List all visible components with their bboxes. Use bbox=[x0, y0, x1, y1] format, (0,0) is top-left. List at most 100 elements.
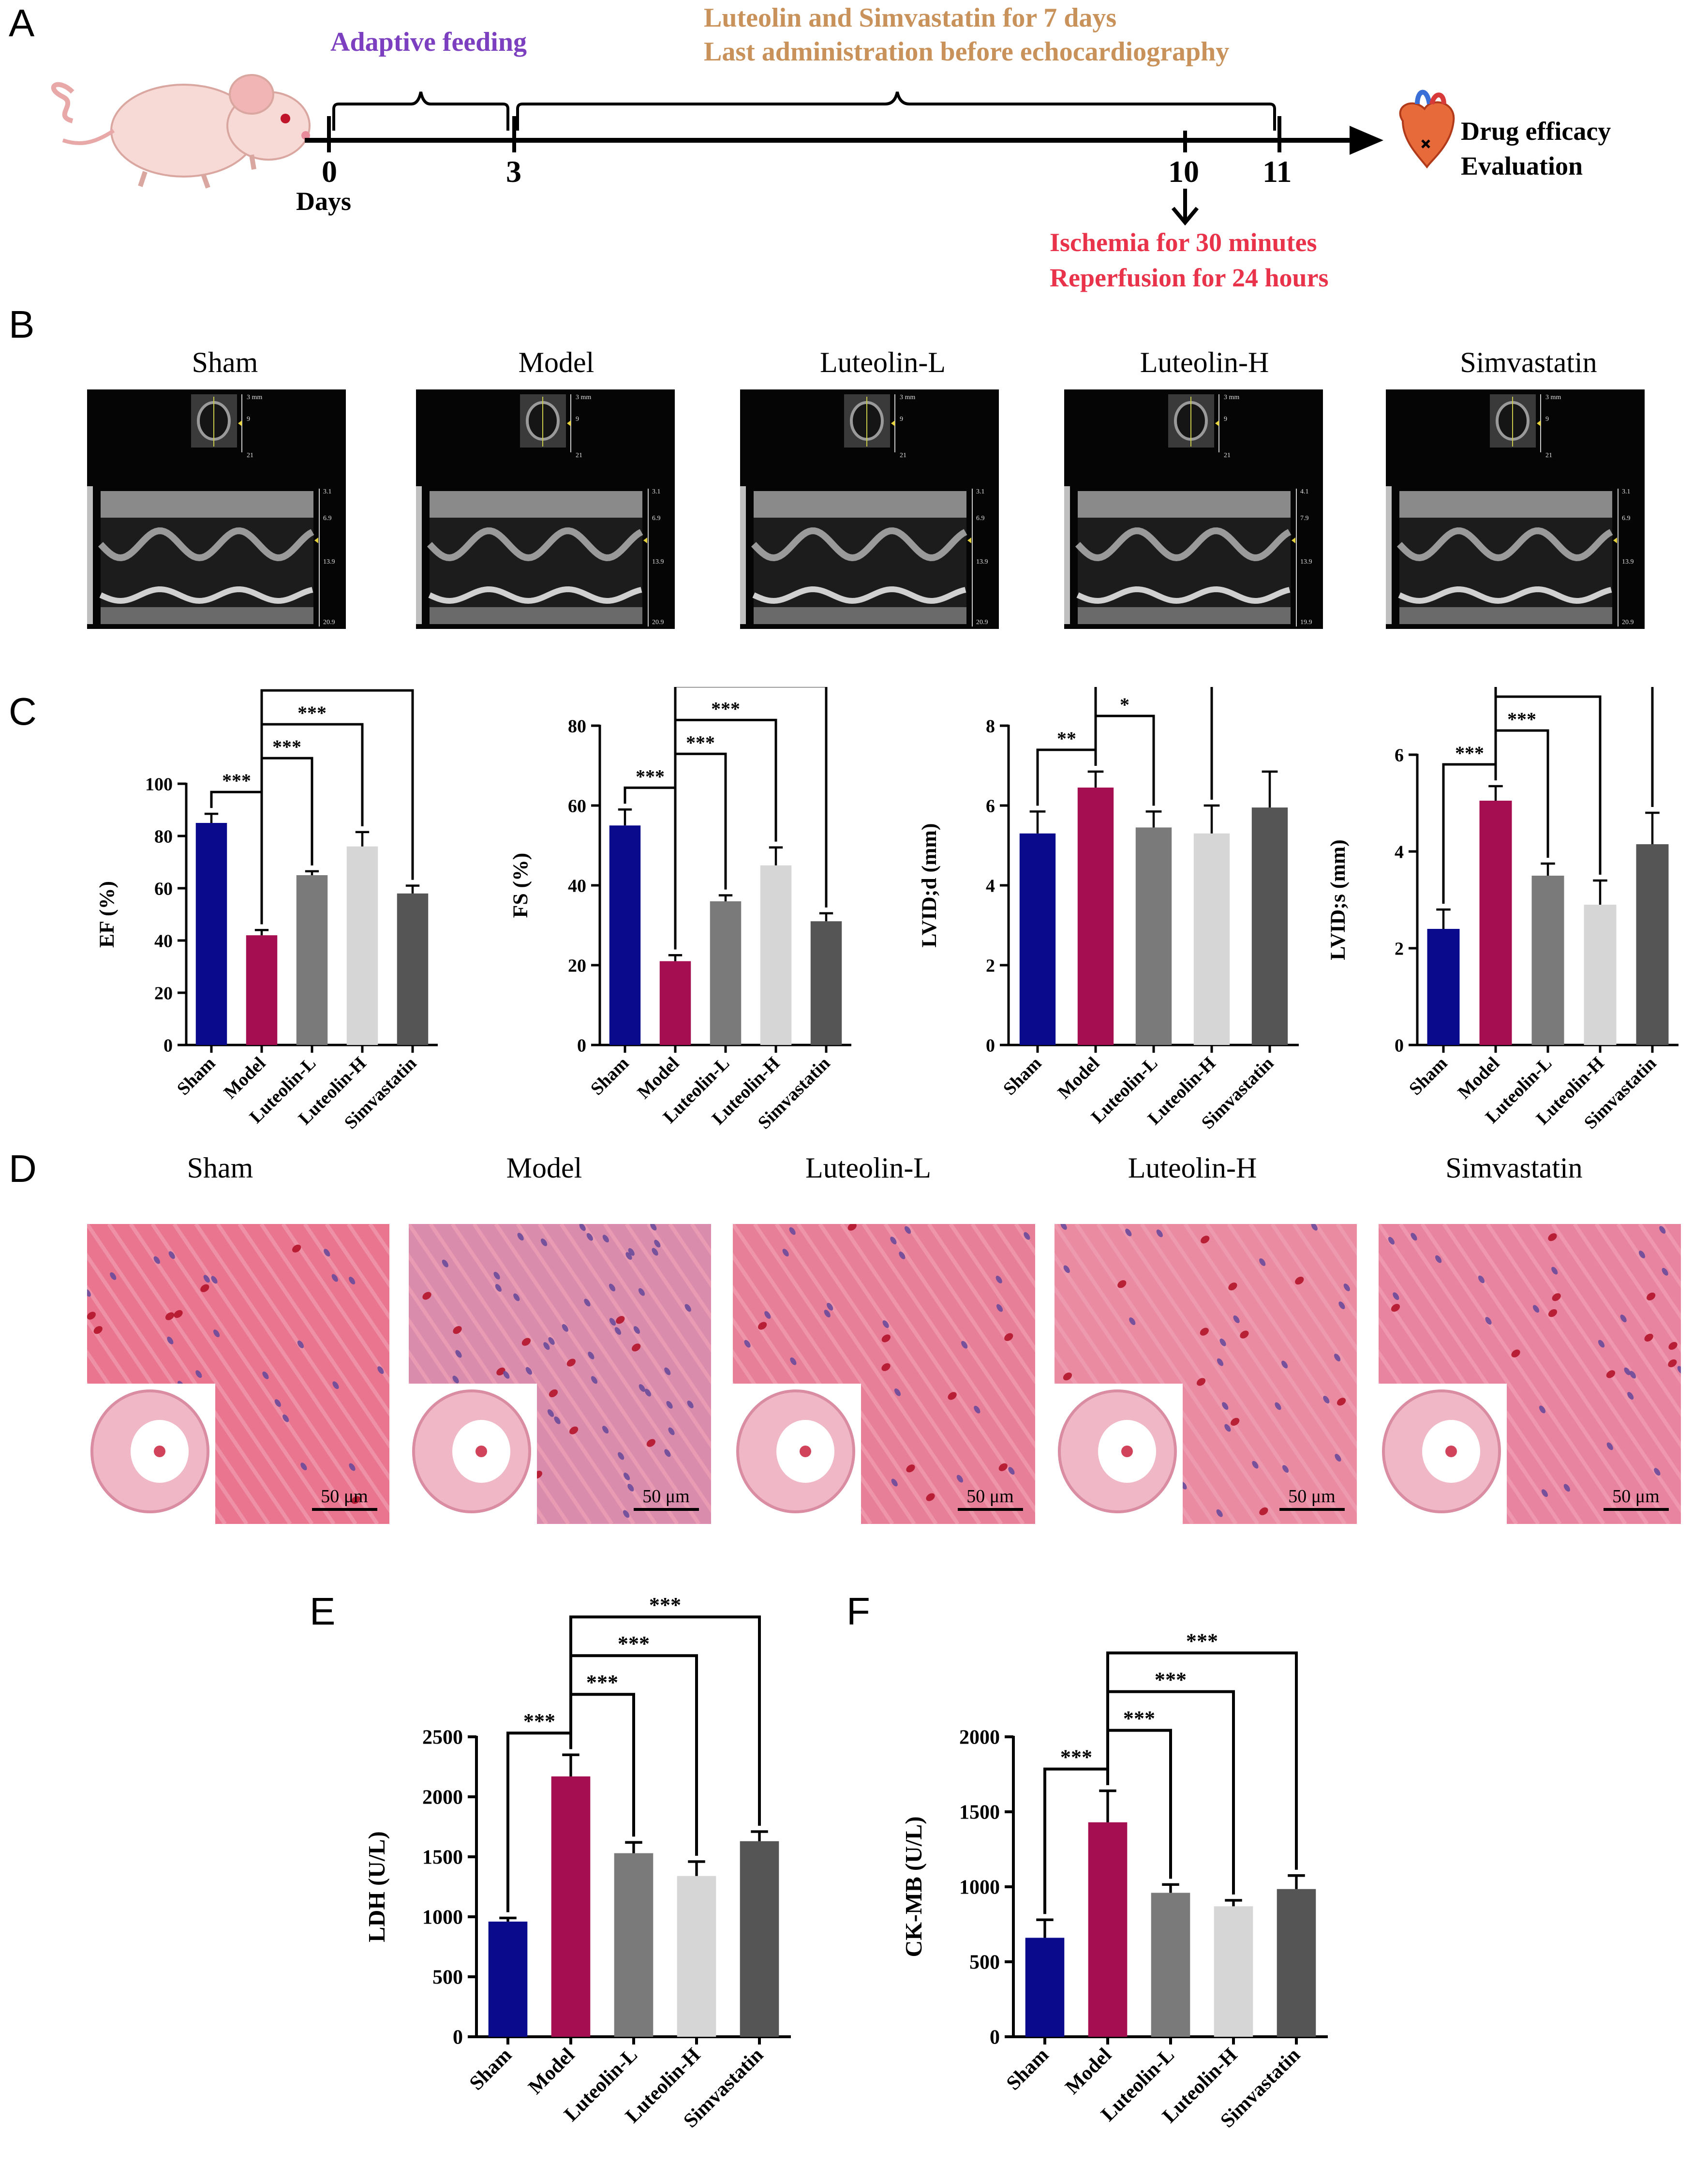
panel-label-d: D bbox=[9, 1147, 37, 1190]
days-label: Days bbox=[296, 187, 352, 216]
y-tick-label: 4 bbox=[1395, 842, 1404, 862]
y-axis-label: CK-MB (U/L) bbox=[901, 1816, 927, 1957]
significance-label: *** bbox=[618, 1632, 650, 1656]
echo-mmode-scale-3: 20.9 bbox=[1622, 619, 1634, 626]
y-tick-label: 0 bbox=[1395, 1035, 1404, 1056]
histology-panel: Sham Model Luteolin-L Luteolin-H Simvast… bbox=[0, 1151, 1708, 1538]
bar-luteolin-h bbox=[1584, 905, 1617, 1045]
echo-top-scale-2: 21 bbox=[1224, 452, 1231, 459]
echo-top-scale-2: 21 bbox=[576, 452, 582, 459]
phase1-label: Adaptive feeding bbox=[330, 27, 527, 57]
y-tick-label: 0 bbox=[990, 2027, 1000, 2049]
y-tick-label: 2 bbox=[986, 955, 995, 976]
histology-image-luteolin-h: 50 μm bbox=[1055, 1224, 1357, 1524]
echo-top-scale-0: 3 mm bbox=[1224, 394, 1239, 401]
significance-label: *** bbox=[711, 698, 740, 719]
echo-mmode-scale-3: 20.9 bbox=[323, 619, 335, 626]
bar-simvastatin bbox=[1277, 1889, 1316, 2037]
tick-label-0: 0 bbox=[322, 154, 337, 189]
echo-mmode-scale-0: 3.1 bbox=[323, 488, 332, 495]
significance-label: *** bbox=[1123, 1707, 1155, 1731]
bar-sham bbox=[609, 825, 641, 1045]
x-tick-label-model: Model bbox=[1061, 2044, 1116, 2099]
y-tick-label: 1500 bbox=[422, 1847, 463, 1869]
bar-luteolin-h bbox=[346, 846, 378, 1045]
echo-mmode-scale-1: 6.9 bbox=[1622, 515, 1631, 522]
y-tick-label: 1000 bbox=[422, 1907, 463, 1929]
echo-top-scale-2: 21 bbox=[247, 452, 253, 459]
tick-label-11: 11 bbox=[1262, 154, 1292, 189]
echo-mmode-scale-2: 13.9 bbox=[1622, 558, 1634, 566]
x-tick-label-sham: Sham bbox=[1405, 1053, 1451, 1099]
echo-mmode-scale-1: 7.9 bbox=[1300, 515, 1309, 522]
histology-image-luteolin-l: 50 μm bbox=[733, 1224, 1035, 1524]
y-tick-label: 2000 bbox=[959, 1727, 1000, 1749]
bar-model bbox=[1479, 801, 1512, 1045]
panel-label-a: A bbox=[9, 1, 35, 45]
bar-model bbox=[246, 935, 278, 1045]
y-tick-label: 80 bbox=[154, 826, 173, 847]
significance-bracket bbox=[674, 687, 828, 950]
echo-mmode-scale-0: 4.1 bbox=[1300, 488, 1309, 495]
y-tick-label: 500 bbox=[969, 1952, 1000, 1974]
panel-label-f: F bbox=[847, 1590, 870, 1633]
significance-label: *** bbox=[523, 1709, 555, 1733]
scale-bar-label: 50 μm bbox=[642, 1486, 689, 1507]
endpoint-label-line2: Evaluation bbox=[1461, 151, 1583, 180]
scale-bar-label: 50 μm bbox=[321, 1486, 368, 1507]
echo-title-model: Model bbox=[518, 346, 594, 378]
echo-mmode-scale-0: 3.1 bbox=[1622, 488, 1631, 495]
panel-label-e: E bbox=[310, 1590, 336, 1633]
significance-label: *** bbox=[323, 687, 352, 690]
significance-label: *** bbox=[586, 1671, 618, 1694]
echo-mmode-scale-0: 3.1 bbox=[976, 488, 985, 495]
scale-bar-label: 50 μm bbox=[966, 1486, 1013, 1507]
bar-model bbox=[1088, 1822, 1128, 2037]
y-tick-label: 0 bbox=[577, 1035, 586, 1056]
x-tick-label-model: Model bbox=[220, 1053, 270, 1103]
histology-image-simvastatin: 50 μm bbox=[1379, 1224, 1681, 1524]
tick-label-10: 10 bbox=[1168, 154, 1199, 189]
histo-title-sham: Sham bbox=[187, 1152, 253, 1184]
bar-luteolin-l bbox=[614, 1853, 653, 2037]
echo-mmode-scale-1: 6.9 bbox=[323, 515, 332, 522]
arrow-head-icon bbox=[1350, 126, 1383, 155]
echo-mmode-scale-3: 20.9 bbox=[976, 619, 988, 626]
bar-sham bbox=[195, 823, 227, 1045]
echo-mmode-scale-1: 6.9 bbox=[652, 515, 661, 522]
histology-image-sham: 50 μm bbox=[87, 1224, 389, 1524]
y-tick-label: 8 bbox=[986, 716, 995, 736]
bar-simvastatin bbox=[810, 921, 842, 1045]
y-tick-label: 2500 bbox=[422, 1727, 463, 1749]
echo-top-scale-0: 3 mm bbox=[1545, 394, 1561, 401]
echo-image-luteolin-l: 3 mm 9 21 3.1 6.9 13.9 20.9 bbox=[740, 389, 999, 629]
tick-label-3: 3 bbox=[506, 154, 521, 189]
bar-sham bbox=[1025, 1938, 1065, 2037]
y-tick-label: 0 bbox=[986, 1035, 995, 1056]
y-axis-label: EF (%) bbox=[95, 881, 119, 948]
significance-label: *** bbox=[1507, 708, 1536, 730]
y-tick-label: 6 bbox=[986, 796, 995, 816]
histo-title-luteolin-h: Luteolin-H bbox=[1128, 1152, 1257, 1184]
echo-mmode-scale-1: 6.9 bbox=[976, 515, 985, 522]
significance-label: *** bbox=[1186, 1629, 1218, 1653]
histo-title-simvastatin: Simvastatin bbox=[1445, 1152, 1583, 1184]
bar-model bbox=[659, 961, 691, 1045]
bar-luteolin-l bbox=[296, 875, 328, 1045]
y-tick-label: 1500 bbox=[959, 1802, 1000, 1824]
x-tick-label-sham: Sham bbox=[173, 1053, 219, 1099]
significance-label: *** bbox=[1455, 742, 1484, 764]
phase2-label-line2: Last administration before echocardiogra… bbox=[704, 37, 1230, 67]
y-tick-label: 6 bbox=[1395, 745, 1404, 765]
scale-bar-label: 50 μm bbox=[1288, 1486, 1335, 1507]
echo-top-scale-0: 3 mm bbox=[576, 394, 591, 401]
echo-top-scale-1: 9 bbox=[247, 416, 250, 423]
bar-simvastatin bbox=[1251, 807, 1288, 1045]
bar-luteolin-h bbox=[1193, 833, 1230, 1045]
echo-mmode-scale-2: 13.9 bbox=[1300, 558, 1312, 566]
echo-title-luteolin-h: Luteolin-H bbox=[1140, 346, 1269, 378]
